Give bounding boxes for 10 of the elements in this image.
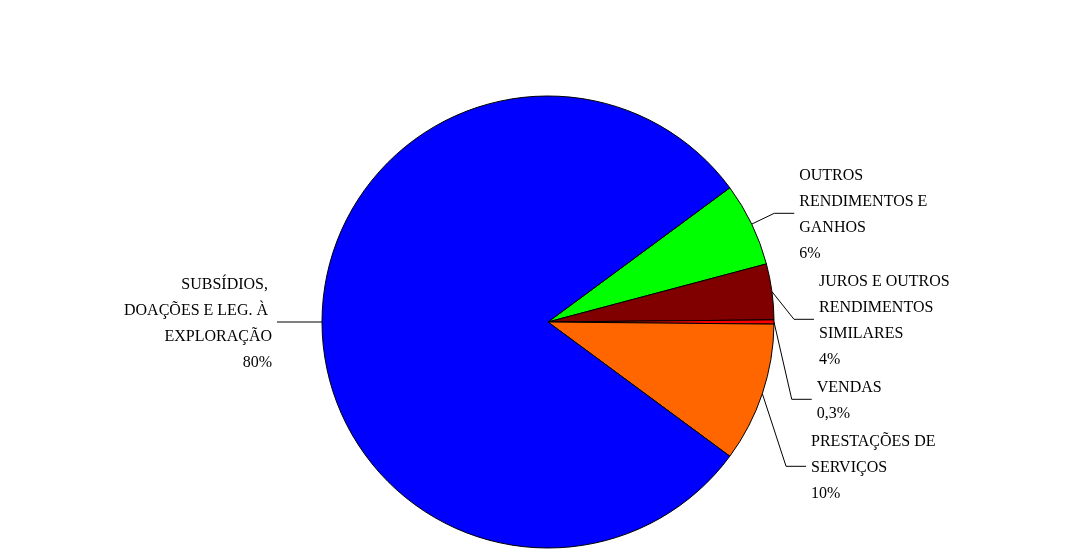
data-label: 6% [799,243,821,261]
slice-label: SUBSÍDIOS, DOAÇÕES E LEG. À EXPLORAÇÃO [124,273,272,345]
data-label: 4% [818,349,841,367]
data-label: 0,3% [816,403,851,421]
slice-label: JUROS E OUTROS RENDIMENTOS SIMILARES [818,271,954,341]
slice-label: PRESTAÇÕES DE SERVIÇOS [811,431,940,476]
data-label: 80% [242,352,272,370]
slice-label: VENDAS [816,377,882,395]
data-label: 10% [811,483,841,501]
slice-label: OUTROS RENDIMENTOS E GANHOS [799,165,932,235]
